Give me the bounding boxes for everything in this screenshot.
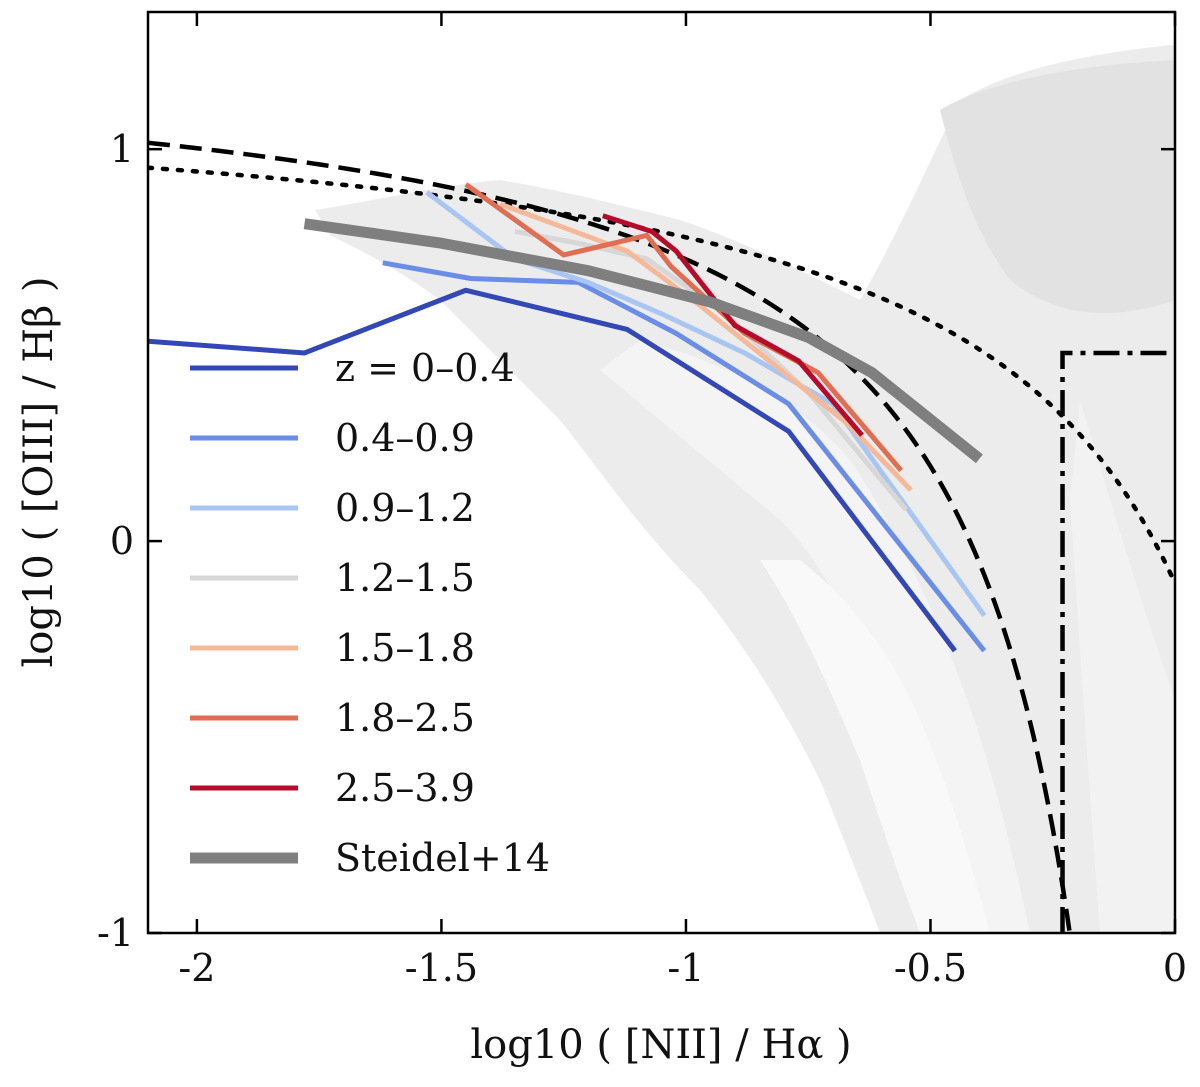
axis-ticks: -2 -1.5 -1 -0.5 0 -1 0 1	[97, 12, 1187, 990]
series-line-7	[303, 218, 983, 464]
data-series	[148, 182, 987, 653]
x-tick-label: -1.5	[405, 946, 478, 990]
legend-label-3: 1.2–1.5	[335, 556, 475, 600]
series-line-4	[499, 201, 913, 492]
series-line-5	[464, 182, 904, 473]
legend-label-0: z = 0–0.4	[335, 346, 515, 390]
density-contour-right	[1070, 400, 1175, 933]
series-line-0	[148, 287, 957, 653]
legend-label-2: 0.9–1.2	[335, 486, 475, 530]
legend: z = 0–0.4 0.4–0.9 0.9–1.2 1.2–1.5 1.5–1.8 1.8…	[190, 346, 550, 880]
background-density-contours	[315, 45, 1175, 933]
x-tick-label: -1	[667, 946, 704, 990]
legend-label-1: 0.4–0.9	[335, 416, 475, 460]
agn-dashdot-line	[1060, 350, 1175, 933]
x-tick-label: 0	[1163, 946, 1187, 990]
y-tick-label: -1	[97, 911, 134, 955]
reference-lines	[148, 140, 1175, 933]
y-tick-label: 0	[110, 519, 134, 563]
series-line-6	[602, 213, 864, 437]
kewley-dotted-line	[148, 165, 1175, 586]
legend-label-7: Steidel+14	[335, 836, 550, 880]
legend-label-5: 1.8–2.5	[335, 696, 475, 740]
series-line-1	[382, 260, 987, 653]
series-line-3	[514, 229, 908, 512]
legend-label-6: 2.5–3.9	[335, 766, 475, 810]
density-contour-core	[760, 560, 990, 933]
y-axis-label: log10 ( [OIII] / Hβ )	[16, 276, 62, 667]
legend-label-4: 1.5–1.8	[335, 626, 475, 670]
x-tick-label: -2	[178, 946, 215, 990]
plot-frame	[146, 10, 1177, 935]
x-axis-label: log10 ( [NII] / Hα )	[470, 1022, 851, 1068]
y-tick-label: 1	[110, 127, 134, 171]
density-contour-mid	[940, 60, 1175, 314]
x-tick-label: -0.5	[894, 946, 967, 990]
